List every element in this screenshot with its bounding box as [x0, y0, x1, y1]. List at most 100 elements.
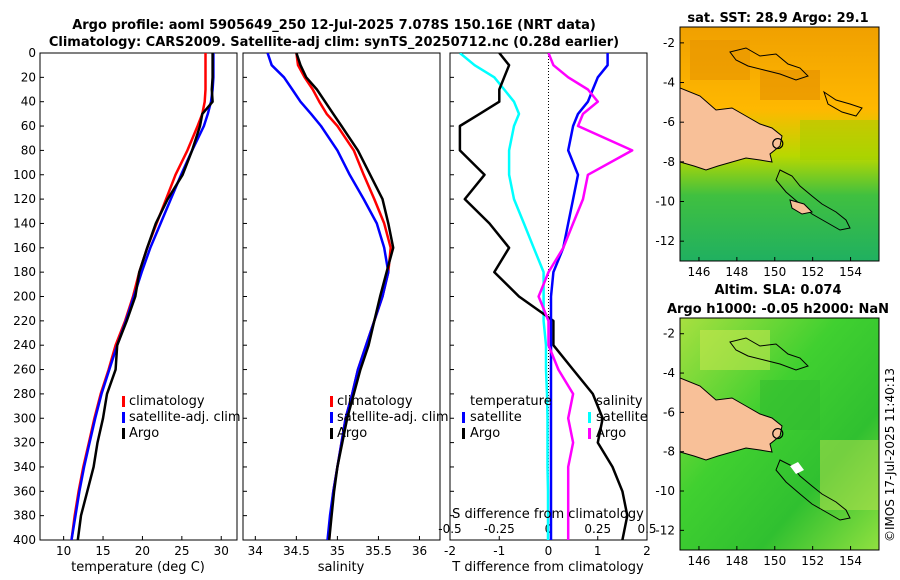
- map-y-tick-label: -10: [655, 484, 675, 498]
- map-y-tick-label: -2: [663, 327, 675, 341]
- map-y-tick-label: -12: [655, 523, 675, 537]
- legend-text-salinity: salinity: [596, 394, 643, 409]
- depth-tick-label: 260: [13, 363, 36, 377]
- map-y-tick-label: -8: [663, 445, 675, 459]
- map-y-tick-label: -8: [663, 155, 675, 169]
- series-line-argo: [295, 53, 395, 540]
- x-tick-label: 34.5: [283, 544, 310, 558]
- depth-tick-label: 180: [13, 265, 36, 279]
- series-line-salinity-argo: [537, 53, 634, 540]
- map-y-tick-label: -4: [663, 366, 675, 380]
- temperature-panel: 0 20 40 60 80 100 120 140 160 180 200 220 240 260 280 3…: [13, 46, 241, 575]
- temperature-x-axis: 10 15 20 25 30: [56, 536, 229, 558]
- legend-mark-argo: [122, 428, 125, 439]
- timestamp-stamp: ©IMOS 17-Jul-2025 11:40:13: [883, 368, 897, 542]
- x-tick-label: 2: [643, 544, 651, 558]
- sst-map-x-axis: 146 148 150 152 154: [687, 257, 862, 279]
- argo-position-marker: [772, 137, 784, 150]
- top-tick-label: 0.5: [637, 522, 656, 536]
- legend-text-climatology: climatology: [337, 394, 413, 409]
- sla-map-y-axis: -2 -4 -6 -8 -10 -12: [655, 327, 684, 537]
- x-tick-label: 20: [135, 544, 150, 558]
- difference-top-xlabel: S difference from climatology: [452, 507, 644, 522]
- depth-tick-label: 60: [21, 119, 36, 133]
- top-tick-label: -0.25: [484, 522, 515, 536]
- x-tick-label: 15: [95, 544, 110, 558]
- islands-outline: [775, 169, 851, 231]
- map-x-tick-label: 148: [725, 554, 748, 568]
- islands-outline: [775, 459, 851, 521]
- legend-text-t-argo: Argo: [470, 426, 500, 441]
- x-tick-label: 35: [330, 544, 345, 558]
- island-outline: [729, 337, 809, 371]
- sst-map: sat. SST: 28.9 Argo: 29.1 146 148 150 152 15…: [655, 11, 880, 279]
- map-y-tick-label: -4: [663, 76, 675, 90]
- x-tick-label: 10: [56, 544, 71, 558]
- legend-mark-satellite: [330, 412, 333, 423]
- legend-text-satellite: satellite-adj. clim: [129, 410, 241, 425]
- x-tick-label: 30: [214, 544, 229, 558]
- legend-text-t-satellite: satellite: [470, 410, 522, 425]
- depth-tick-label: 380: [13, 509, 36, 523]
- sla-map-frame: [679, 317, 880, 551]
- salinity-x-axis: 34 34.5 35 35.5 36: [243, 52, 427, 558]
- sla-high-patch: [700, 330, 770, 370]
- map-x-tick-label: 146: [687, 265, 710, 279]
- temperature-legend: climatology satellite-adj. clim Argo: [122, 394, 241, 441]
- sst-warm-patch: [760, 70, 820, 100]
- sla-map-x-axis: 146 148 150 152 154: [687, 546, 862, 568]
- legend-text-argo: Argo: [129, 426, 159, 441]
- map-x-tick-label: 154: [839, 265, 862, 279]
- temperature-axes-frame: [39, 52, 238, 541]
- legend-text-argo: Argo: [337, 426, 367, 441]
- island-outline: [729, 47, 809, 81]
- legend-text-s-satellite: satellite: [596, 410, 648, 425]
- sst-warm-patch: [690, 40, 750, 80]
- series-line-salinity-satellite: [549, 53, 609, 540]
- series-line-argo: [76, 53, 214, 540]
- legend-text-climatology: climatology: [129, 394, 205, 409]
- title-line2: Climatology: CARS2009. Satellite-adj cli…: [49, 35, 619, 50]
- depth-tick-label: 400: [13, 533, 36, 547]
- sst-map-y-axis: -2 -4 -6 -8 -10 -12: [655, 36, 684, 248]
- x-tick-label: 0: [545, 544, 553, 558]
- depth-axis: 0 20 40 60 80 100 120 140 160 180 200 220 240 260 280 3…: [13, 46, 44, 547]
- depth-tick-label: 360: [13, 484, 36, 498]
- map-y-tick-label: -6: [663, 115, 675, 129]
- depth-tick-label: 40: [21, 95, 36, 109]
- legend-mark-satellite: [122, 412, 125, 423]
- salinity-panel: 34 34.5 35 35.5 36 salinity climatology sate…: [242, 52, 449, 575]
- depth-tick-label: 300: [13, 411, 36, 425]
- sst-mid-patch: [800, 120, 879, 160]
- depth-tick-label: 340: [13, 460, 36, 474]
- x-tick-label: -2: [444, 544, 456, 558]
- series-line-temperature-satellite: [459, 53, 550, 540]
- depth-tick-label: 80: [21, 143, 36, 157]
- legend-mark-t-argo: [462, 428, 465, 439]
- difference-series: [458, 53, 634, 540]
- new-guinea-land: [680, 87, 783, 171]
- x-tick-label: 35.5: [365, 544, 392, 558]
- depth-tick-label: 240: [13, 338, 36, 352]
- island-land: [789, 199, 814, 215]
- island-outline: [823, 90, 863, 117]
- map-y-tick-label: -6: [663, 405, 675, 419]
- legend-mark-s-argo: [588, 428, 591, 439]
- top-tick-label: -0.5: [438, 522, 461, 536]
- x-tick-label: -1: [493, 544, 505, 558]
- salinity-legend: climatology satellite-adj. clim Argo: [330, 394, 449, 441]
- depth-tick-label: 320: [13, 436, 36, 450]
- salinity-series: [266, 53, 395, 540]
- difference-panel: -2 -1 0 1 2 -0.5 -0.25 0 0.25 0.5 T difference f…: [438, 52, 657, 575]
- legend-mark-argo: [330, 428, 333, 439]
- depth-tick-label: 140: [13, 216, 36, 230]
- legend-text-s-argo: Argo: [596, 426, 626, 441]
- temperature-xlabel: temperature (deg C): [71, 560, 205, 575]
- legend-text-satellite: satellite-adj. clim: [337, 410, 449, 425]
- x-tick-label: 36: [412, 544, 427, 558]
- difference-x-axis: -2 -1 0 1 2: [444, 52, 651, 558]
- x-tick-label: 1: [594, 544, 602, 558]
- map-x-tick-label: 150: [763, 554, 786, 568]
- map-y-tick-label: -10: [655, 195, 675, 209]
